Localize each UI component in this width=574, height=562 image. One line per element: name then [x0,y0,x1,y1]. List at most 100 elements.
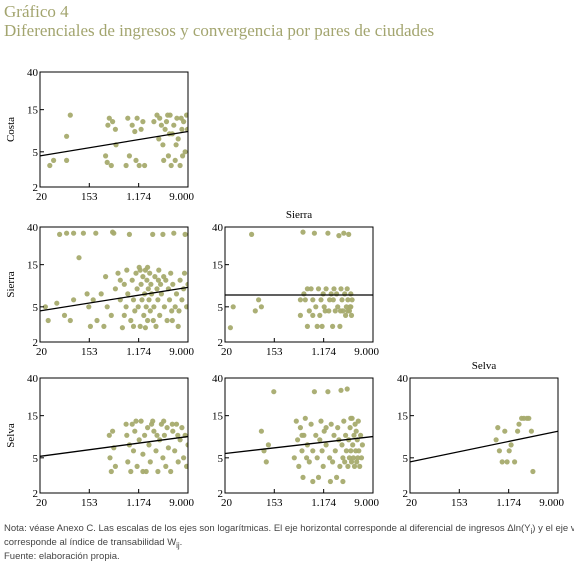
data-point [297,425,303,431]
panel-sierra-costa: 20 153 1.174 9.000 2 5 15 40 [27,222,195,358]
title-block: Gráfico 4 Diferenciales de ingresos y co… [4,2,434,40]
data-point [121,312,127,318]
x-tick-label: 153 [81,346,98,358]
data-point [341,230,347,236]
data-point [64,133,70,139]
data-point [258,428,264,434]
data-point [346,455,352,461]
data-point [80,230,86,236]
data-point [338,387,344,393]
data-point [304,286,310,292]
data-point [158,281,164,287]
data-point [311,389,317,395]
data-point [103,153,109,159]
data-point [301,291,307,297]
x-tick-label: 20 [36,346,48,358]
data-point [358,432,364,438]
x-tick-label: 1.174 [126,191,151,203]
data-point [132,128,138,135]
data-point [161,274,167,280]
data-point [342,459,348,465]
data-point [71,230,77,236]
data-point [319,448,325,454]
y-tick-label: 15 [27,411,39,423]
data-point [341,418,347,424]
data-point [105,122,111,128]
data-point [323,442,329,448]
x-tick-label: 153 [266,346,283,358]
data-point [150,231,156,237]
data-point [300,474,306,480]
data-point [165,112,171,118]
data-point [136,162,142,169]
data-point [345,308,351,314]
data-point [124,432,130,438]
data-point [299,448,305,454]
data-point [142,325,148,331]
data-point [98,291,104,297]
data-point [319,323,325,329]
data-point [164,425,170,431]
data-point [172,304,178,310]
data-point [155,297,161,303]
x-tick-label: 1.174 [126,346,151,358]
data-point [106,432,112,438]
x-tick-label: 20 [36,191,48,203]
data-point [142,162,148,169]
data-point [337,463,343,469]
x-tick-label: 1.174 [311,346,336,358]
data-point [340,478,346,485]
data-point [508,442,514,448]
data-point [350,455,356,461]
data-point [291,455,297,461]
data-point [350,442,356,448]
x-tick-label: 20 [36,497,48,509]
data-point [526,415,532,421]
data-point [330,459,336,465]
data-point [175,323,181,329]
data-point [138,281,144,287]
plot-frame [39,71,189,188]
data-point [133,418,139,424]
data-point [314,455,320,461]
data-point [302,297,308,303]
data-point [256,297,262,303]
data-point [323,286,329,292]
data-point [506,448,512,454]
data-point [355,455,361,461]
data-point [302,415,308,421]
data-point [121,281,127,287]
data-point [111,230,117,236]
data-point [134,115,140,121]
x-tick-label: 9.000 [169,191,194,203]
x-tick-label: 9.000 [169,346,194,358]
panel-costa-costa: 20 153 1.174 9.000 2 5 15 40 [27,67,195,203]
data-point [320,291,326,297]
y-tick-label: 15 [27,105,39,117]
data-point [308,421,314,427]
data-point [86,304,92,310]
data-point [151,428,157,434]
data-point [504,459,510,465]
plot-frame [224,377,374,494]
data-point [496,448,502,454]
data-point [150,418,156,424]
y-tick-label: 40 [27,67,39,79]
data-point [165,153,171,159]
data-point [353,428,359,434]
data-point [315,286,322,292]
data-point [57,231,63,237]
data-point [154,432,160,438]
data-point [327,297,333,303]
data-point [347,425,353,431]
data-point [42,304,49,310]
data-point [148,281,154,287]
data-point [293,418,299,424]
column-label-selva: Selva [472,360,497,372]
y-tick-label: 2 [218,337,224,349]
data-point [169,308,175,314]
data-point [336,233,342,239]
data-point [317,312,323,318]
data-point [87,323,93,329]
fit-line [225,435,373,455]
